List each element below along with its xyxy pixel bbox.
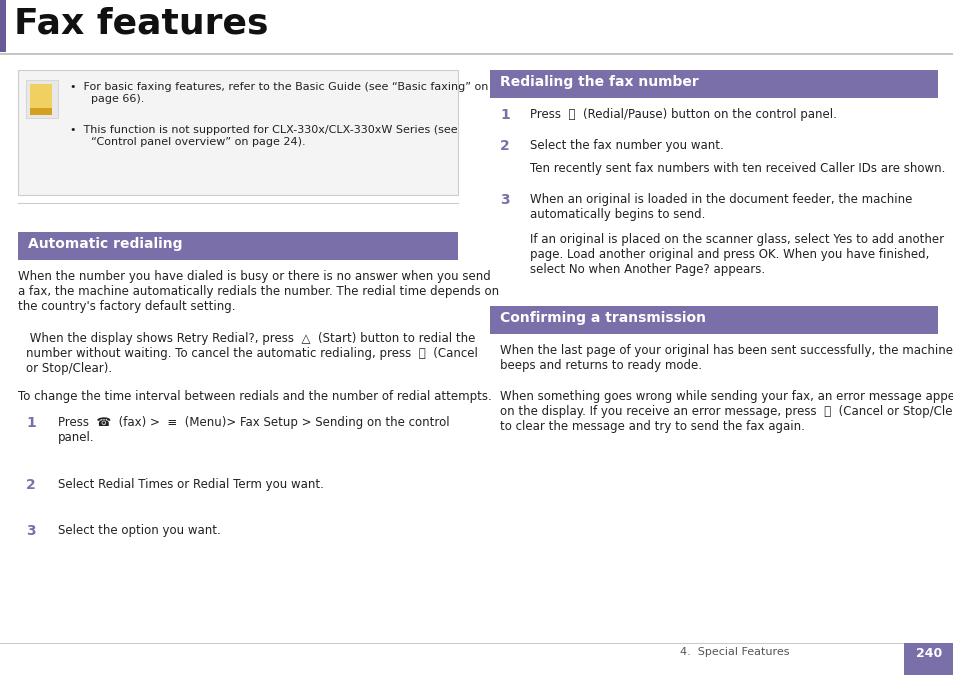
Bar [18, 70, 457, 195]
Text: Redialing the fax number: Redialing the fax number [499, 75, 698, 89]
Text: Press  ⓒ  (Redial/Pause) button on the control panel.: Press ⓒ (Redial/Pause) button on the con… [530, 108, 836, 121]
Text: Automatic redialing: Automatic redialing [28, 237, 182, 251]
Text: Confirming a transmission: Confirming a transmission [499, 311, 705, 325]
Text: 2: 2 [499, 139, 509, 153]
Bar [490, 306, 937, 334]
Text: To change the time interval between redials and the number of redial attempts.: To change the time interval between redi… [18, 390, 491, 403]
Bar [0, 0, 6, 52]
Text: When something goes wrong while sending your fax, an error message appears
on th: When something goes wrong while sending … [499, 390, 953, 433]
Bar [18, 232, 457, 260]
Text: 3: 3 [26, 524, 35, 538]
Text: Select the option you want.: Select the option you want. [58, 524, 220, 537]
Text: When the last page of your original has been sent successfully, the machine
beep: When the last page of your original has … [499, 344, 952, 372]
Bar [903, 643, 953, 675]
Text: When the display shows Retry Redial?, press  △  (Start) button to redial the
num: When the display shows Retry Redial?, pr… [26, 332, 477, 375]
Text: When the number you have dialed is busy or there is no answer when you send
a fa: When the number you have dialed is busy … [18, 270, 498, 313]
Text: 2: 2 [26, 478, 35, 492]
Text: 1: 1 [499, 108, 509, 122]
Bar [490, 70, 937, 98]
Bar [30, 84, 52, 108]
Text: If an original is placed on the scanner glass, select Yes to add another
page. L: If an original is placed on the scanner … [530, 233, 943, 276]
Text: 3: 3 [499, 193, 509, 207]
Text: Press  ☎  (fax) >  ≡  (Menu)> Fax Setup > Sending on the control
panel.: Press ☎ (fax) > ≡ (Menu)> Fax Setup > Se… [58, 416, 449, 444]
Bar [26, 80, 58, 118]
Text: Select the fax number you want.: Select the fax number you want. [530, 139, 723, 152]
Text: 240: 240 [915, 647, 942, 660]
Bar [30, 108, 52, 115]
Text: 4.  Special Features: 4. Special Features [679, 647, 789, 657]
Text: When an original is loaded in the document feeder, the machine
automatically beg: When an original is loaded in the docume… [530, 193, 911, 221]
Text: •  This function is not supported for CLX-330x/CLX-330xW Series (see
      “Cont: • This function is not supported for CLX… [70, 125, 457, 146]
Text: Ten recently sent fax numbers with ten received Caller IDs are shown.: Ten recently sent fax numbers with ten r… [530, 162, 944, 175]
Text: 1: 1 [26, 416, 35, 430]
Text: Fax features: Fax features [14, 6, 268, 40]
Text: Select Redial Times or Redial Term you want.: Select Redial Times or Redial Term you w… [58, 478, 323, 491]
Text: •  For basic faxing features, refer to the Basic Guide (see “Basic faxing” on
  : • For basic faxing features, refer to th… [70, 82, 488, 103]
